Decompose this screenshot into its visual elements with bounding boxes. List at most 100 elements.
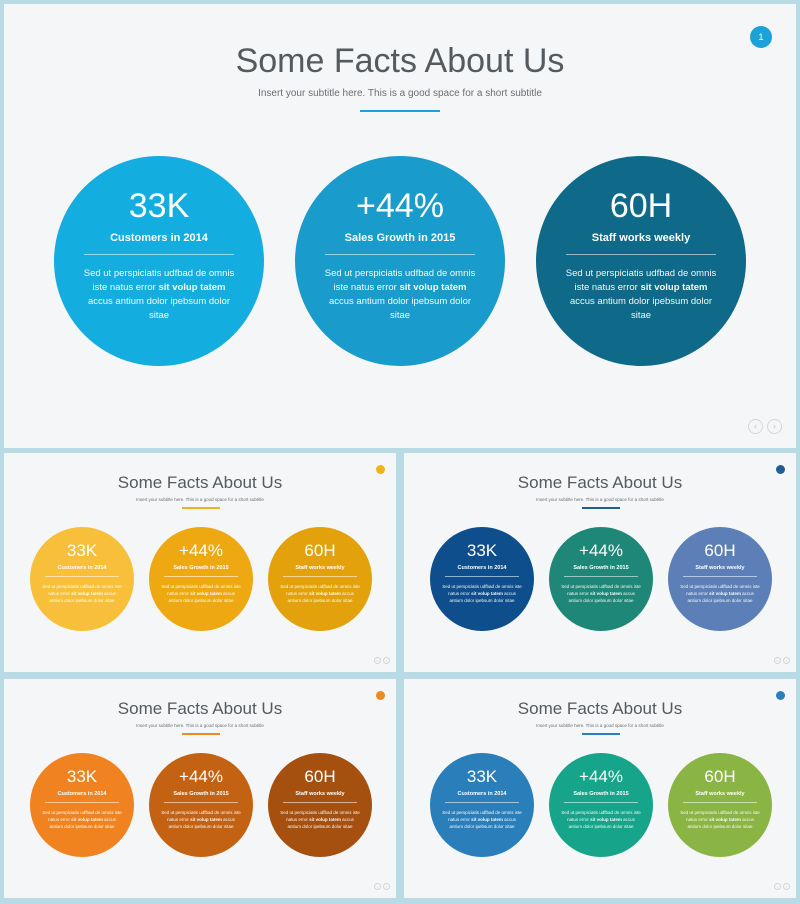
chevron-right-icon[interactable]: › (383, 883, 390, 890)
chevron-left-icon[interactable]: ‹ (748, 419, 763, 434)
fact-description: Sed ut perspiciatis udfbad de omnis iste… (565, 268, 717, 321)
fact-number: 33K (466, 541, 498, 560)
title-underline (582, 733, 620, 735)
page-number-badge (776, 691, 785, 700)
fact-divider (445, 802, 519, 803)
fact-divider (164, 802, 238, 803)
fact-circle-sales-growth: +44% Sales Growth in 2015 Sed ut perspic… (149, 753, 253, 857)
fact-description: Sed ut perspiciatis udfbad de omnis iste… (442, 810, 522, 829)
fact-description: Sed ut perspiciatis udfbad de omnis iste… (42, 584, 122, 603)
slide-subtitle: Insert your subtitle here. This is a goo… (136, 723, 264, 728)
slide-title: Some Facts About Us (517, 699, 683, 718)
fact-description: Sed ut perspiciatis udfbad de omnis iste… (280, 584, 360, 603)
fact-label: Sales Growth in 2015 (573, 791, 629, 797)
page-number-badge: 1 (750, 26, 772, 48)
fact-description: Sed ut perspiciatis udfbad de omnis iste… (83, 268, 235, 321)
fact-divider (45, 576, 119, 577)
slide-subtitle: Insert your subtitle here. This is a goo… (536, 497, 664, 502)
fact-label: Customers in 2014 (457, 791, 507, 797)
fact-divider (45, 802, 119, 803)
chevron-left-icon[interactable]: ‹ (374, 657, 381, 664)
fact-circle-customers: 33K Customers in 2014 Sed ut perspiciati… (30, 527, 134, 631)
fact-circle-customers: 33K Customers in 2014 Sed ut perspiciati… (430, 527, 534, 631)
fact-circle-staff-hours: 60H Staff works weekly Sed ut perspiciat… (668, 753, 772, 857)
fact-number: 33K (128, 187, 190, 225)
slide-title: Some Facts About Us (117, 699, 283, 718)
fact-description: Sed ut perspiciatis udfbad de omnis iste… (561, 584, 641, 603)
title-underline (360, 110, 440, 112)
fact-divider (164, 576, 238, 577)
fact-circle-sales-growth: +44% Sales Growth in 2015 Sed ut perspic… (549, 753, 653, 857)
fact-number: 33K (66, 767, 98, 786)
fact-divider (564, 576, 638, 577)
fact-divider (564, 802, 638, 803)
fact-description: Sed ut perspiciatis udfbad de omnis iste… (680, 584, 760, 603)
fact-description: Sed ut perspiciatis udfbad de omnis iste… (561, 810, 641, 829)
fact-description: Sed ut perspiciatis udfbad de omnis iste… (280, 810, 360, 829)
fact-circle-staff-hours: 60H Staff works weekly Sed ut perspiciat… (268, 527, 372, 631)
fact-label: Customers in 2014 (457, 565, 507, 571)
fact-number: 60H (704, 767, 736, 786)
slide-navigation: ‹ › (774, 657, 790, 664)
slide-subtitle: Insert your subtitle here. This is a goo… (136, 497, 264, 502)
slide-navigation: ‹ › (374, 883, 390, 890)
fact-description: Sed ut perspiciatis udfbad de omnis iste… (161, 584, 241, 603)
fact-divider (283, 802, 357, 803)
chevron-left-icon[interactable]: ‹ (374, 883, 381, 890)
title-underline (582, 507, 620, 509)
fact-label: Staff works weekly (695, 565, 745, 571)
fact-label: Customers in 2014 (57, 791, 107, 797)
fact-divider (325, 254, 475, 255)
slide-subtitle: Insert your subtitle here. This is a goo… (258, 88, 542, 99)
slide-main[interactable]: Some Facts About Us Insert your subtitle… (4, 4, 796, 448)
fact-divider (566, 254, 716, 255)
fact-circle-sales-growth: +44% Sales Growth in 2015 Sed ut perspic… (149, 527, 253, 631)
chevron-right-icon[interactable]: › (783, 883, 790, 890)
fact-description: Sed ut perspiciatis udfbad de omnis iste… (442, 584, 522, 603)
fact-label: Sales Growth in 2015 (573, 565, 629, 571)
chevron-right-icon[interactable]: › (783, 657, 790, 664)
page-number-badge (376, 465, 385, 474)
fact-divider (445, 576, 519, 577)
slide-variant-2[interactable]: Some Facts About Us Insert your subtitle… (404, 453, 796, 672)
chevron-left-icon[interactable]: ‹ (774, 657, 781, 664)
slide-variant-4[interactable]: Some Facts About Us Insert your subtitle… (404, 679, 796, 898)
chevron-right-icon[interactable]: › (383, 657, 390, 664)
fact-number: 33K (466, 767, 498, 786)
fact-label: Customers in 2014 (57, 565, 107, 571)
slide-title: Some Facts About Us (235, 42, 565, 80)
page-number-badge (776, 465, 785, 474)
fact-label: Staff works weekly (295, 791, 345, 797)
fact-number: 60H (304, 767, 336, 786)
fact-description: Sed ut perspiciatis udfbad de omnis iste… (324, 268, 476, 321)
slide-subtitle: Insert your subtitle here. This is a goo… (536, 723, 664, 728)
fact-number: +44% (579, 541, 623, 560)
fact-number: +44% (579, 767, 623, 786)
chevron-left-icon[interactable]: ‹ (774, 883, 781, 890)
fact-number: 60H (704, 541, 736, 560)
fact-label: Sales Growth in 2015 (173, 791, 229, 797)
fact-description: Sed ut perspiciatis udfbad de omnis iste… (680, 810, 760, 829)
fact-description: Sed ut perspiciatis udfbad de omnis iste… (161, 810, 241, 829)
fact-number: +44% (179, 767, 223, 786)
fact-circle-staff-hours: 60H Staff works weekly Sed ut perspiciat… (268, 753, 372, 857)
fact-circle-staff-hours: 60H Staff works weekly Sed ut perspiciat… (536, 156, 746, 366)
fact-circle-customers: 33K Customers in 2014 Sed ut perspiciati… (54, 156, 264, 366)
page-number-badge (376, 691, 385, 700)
slide-title: Some Facts About Us (117, 473, 283, 492)
slide-variant-3[interactable]: Some Facts About Us Insert your subtitle… (4, 679, 396, 898)
fact-divider (683, 802, 757, 803)
fact-label: Customers in 2014 (110, 232, 208, 244)
fact-label: Staff works weekly (591, 232, 691, 244)
chevron-right-icon[interactable]: › (767, 419, 782, 434)
fact-number: 60H (304, 541, 336, 560)
fact-circle-customers: 33K Customers in 2014 Sed ut perspiciati… (430, 753, 534, 857)
fact-number: +44% (179, 541, 223, 560)
fact-divider (84, 254, 234, 255)
fact-number: +44% (356, 187, 444, 225)
slide-navigation: ‹ › (748, 419, 782, 434)
fact-divider (683, 576, 757, 577)
fact-label: Sales Growth in 2015 (173, 565, 229, 571)
slide-variant-1[interactable]: Some Facts About Us Insert your subtitle… (4, 453, 396, 672)
fact-description: Sed ut perspiciatis udfbad de omnis iste… (42, 810, 122, 829)
